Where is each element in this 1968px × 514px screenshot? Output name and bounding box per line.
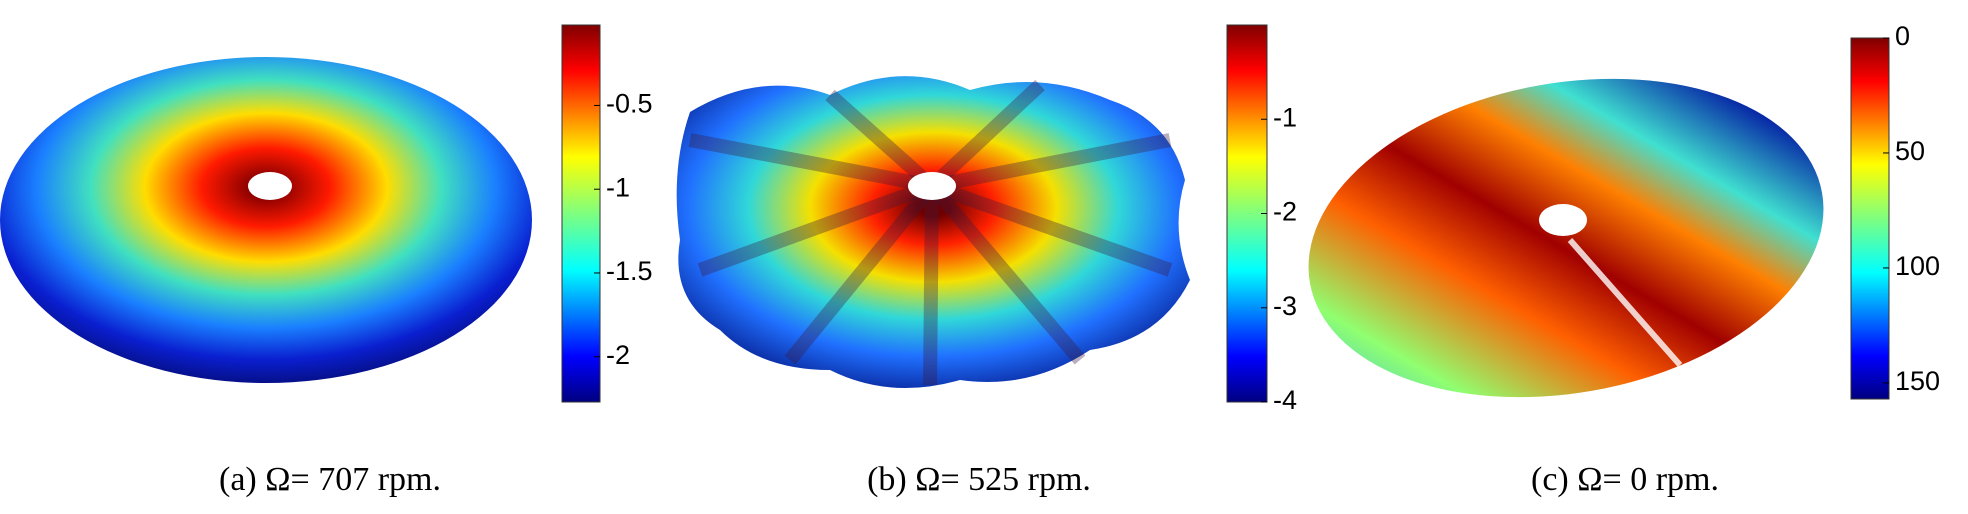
colorbar-tick-label: -2 [606,340,630,370]
colorbar-tick-label: -4 [1273,385,1297,415]
colorbar [1226,24,1268,403]
caption: (c) Ω= 0 rpm. [1531,461,1719,498]
surface-b [676,76,1190,389]
colorbar [561,24,601,403]
surface-a [0,57,532,383]
colorbar-tick-label: -1 [1273,102,1297,132]
caption: (a) Ω= 707 rpm. [219,461,441,498]
colorbar-tick-label: 100 [1895,251,1940,281]
colorbar-tick-label: 0 [1895,21,1910,51]
colorbar [1850,37,1890,400]
colorbar-tick-label: -1 [606,172,630,202]
colorbar-tick-label: -1.5 [606,256,653,286]
colorbar-tick-label: 50 [1895,136,1925,166]
caption: (b) Ω= 525 rpm. [867,461,1091,498]
colorbar-tick-label: 150 [1895,366,1940,396]
colorbar-tick-label: -0.5 [606,89,653,119]
surface-c [1308,78,1824,398]
colorbar-tick-label: -2 [1273,197,1297,227]
colorbar-tick-label: -3 [1273,291,1297,321]
